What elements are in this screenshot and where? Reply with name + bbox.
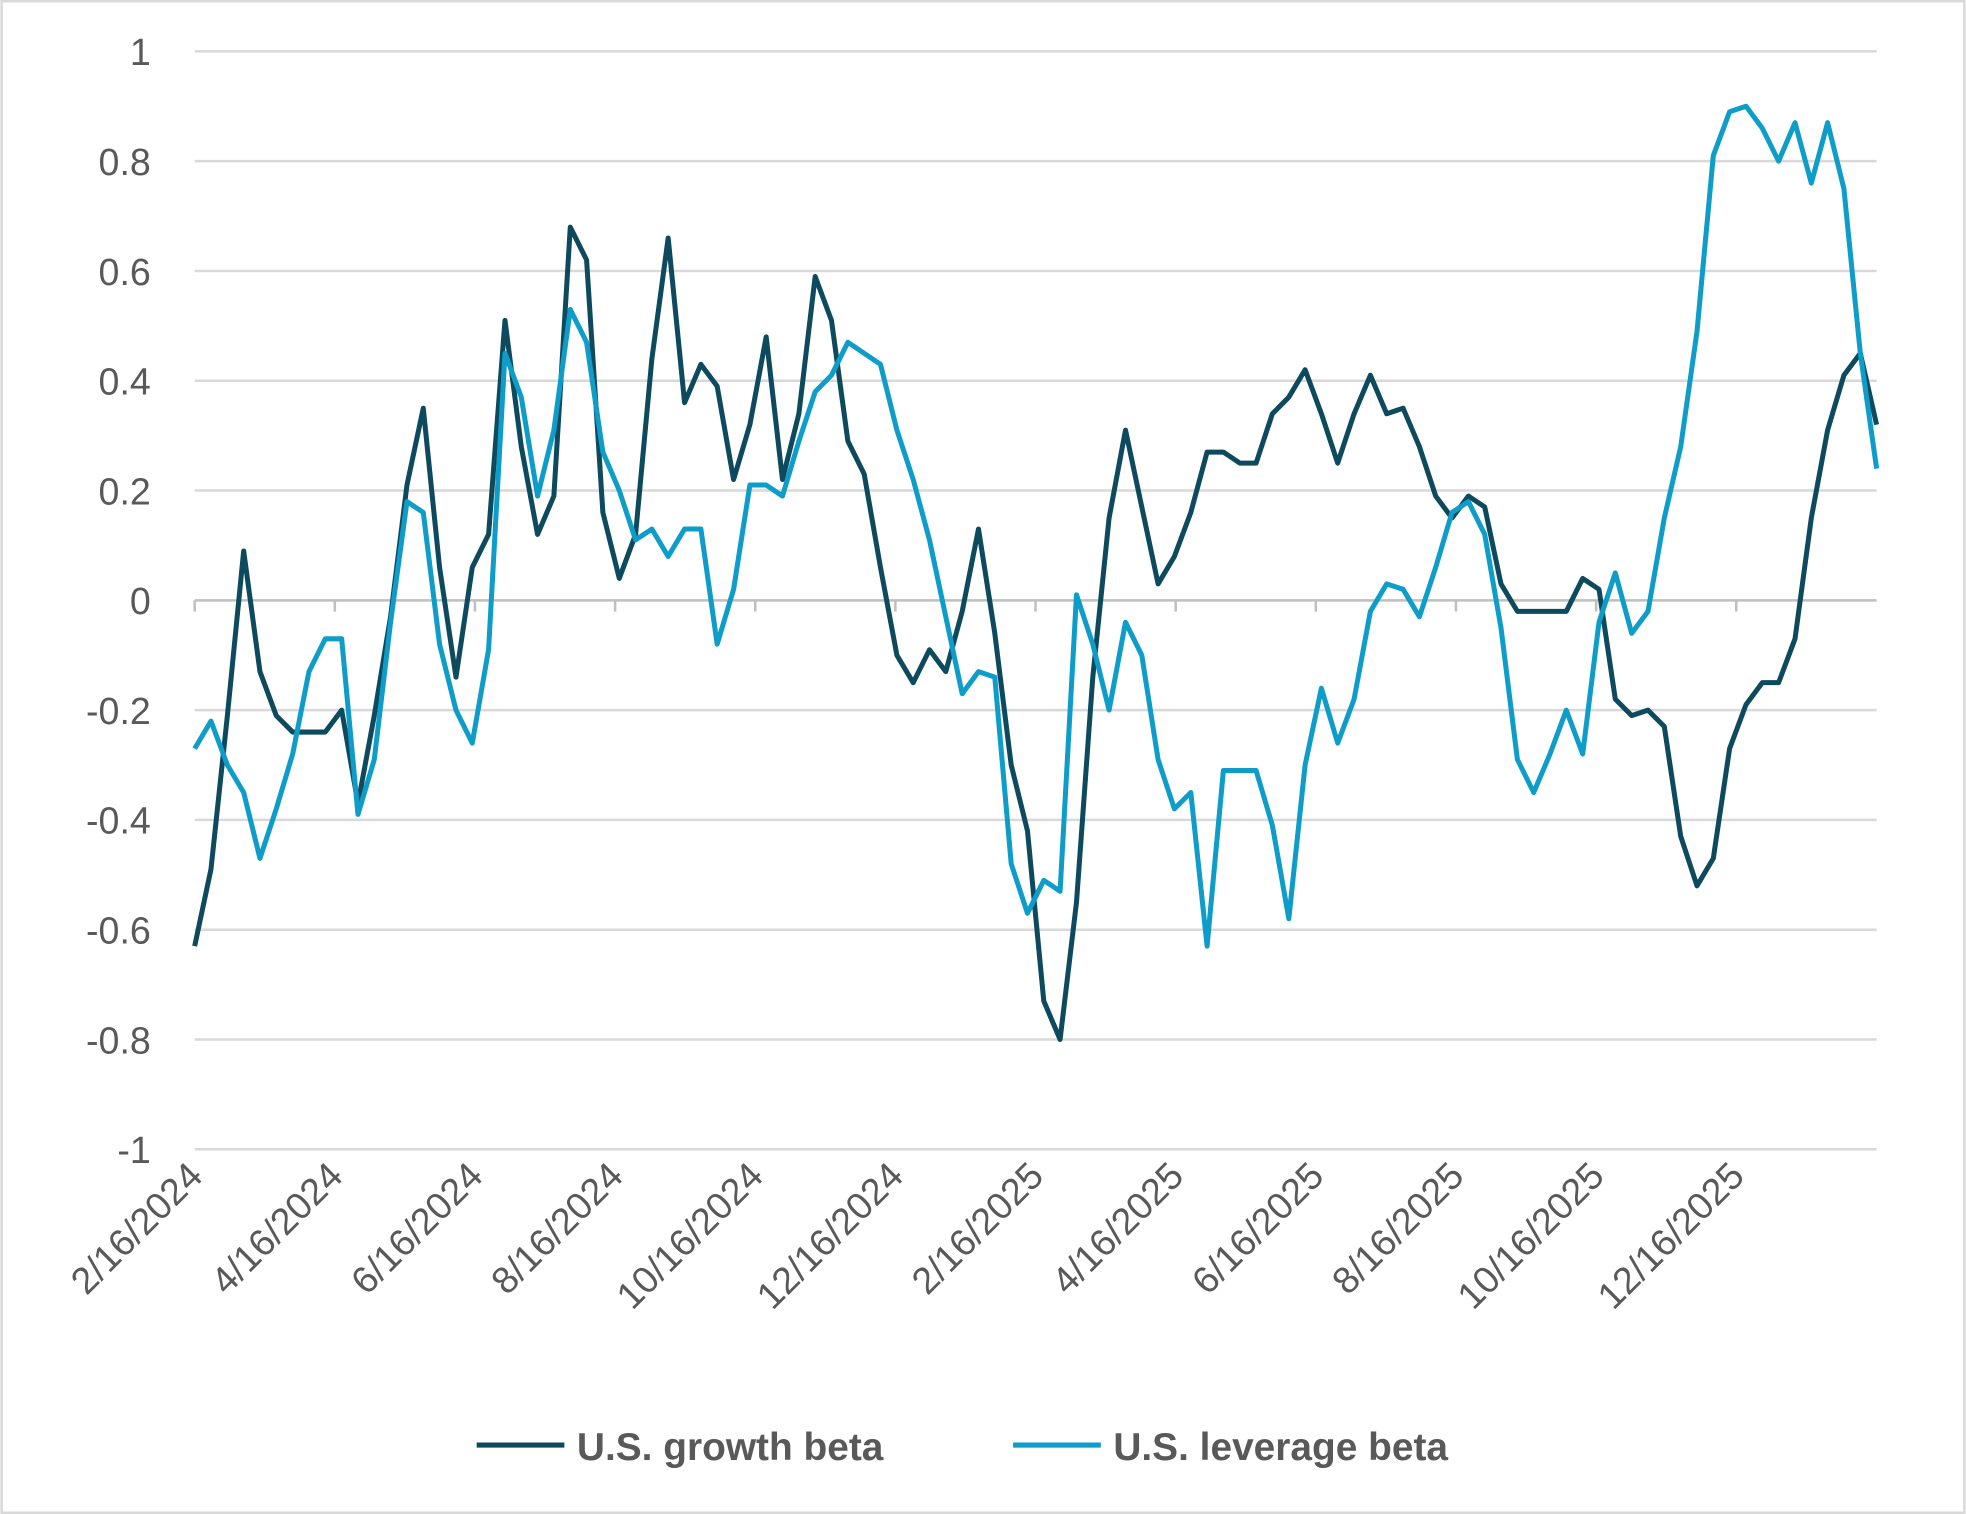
legend: U.S. growth beta U.S. leverage beta xyxy=(476,1426,1448,1469)
y-tick-label: -0.8 xyxy=(86,1019,151,1061)
y-tick-label: -1 xyxy=(117,1129,150,1171)
y-tick-label: 0.8 xyxy=(99,141,151,183)
series-line-leverage-beta xyxy=(192,103,1880,949)
legend-label-growth: U.S. growth beta xyxy=(577,1426,884,1469)
series-line-growth-beta xyxy=(192,224,1880,1043)
y-tick-label: 0 xyxy=(130,580,151,622)
legend-label-leverage: U.S. leverage beta xyxy=(1113,1426,1448,1469)
y-tick-label: -0.6 xyxy=(86,909,151,951)
y-tick-label: -0.2 xyxy=(86,690,151,732)
y-tick-label: 0.4 xyxy=(99,361,151,403)
y-tick-label: -0.4 xyxy=(86,800,151,842)
y-tick-label: 0.2 xyxy=(99,470,151,512)
y-tick-label: 1 xyxy=(130,31,151,73)
y-tick-label: 0.6 xyxy=(99,251,151,293)
